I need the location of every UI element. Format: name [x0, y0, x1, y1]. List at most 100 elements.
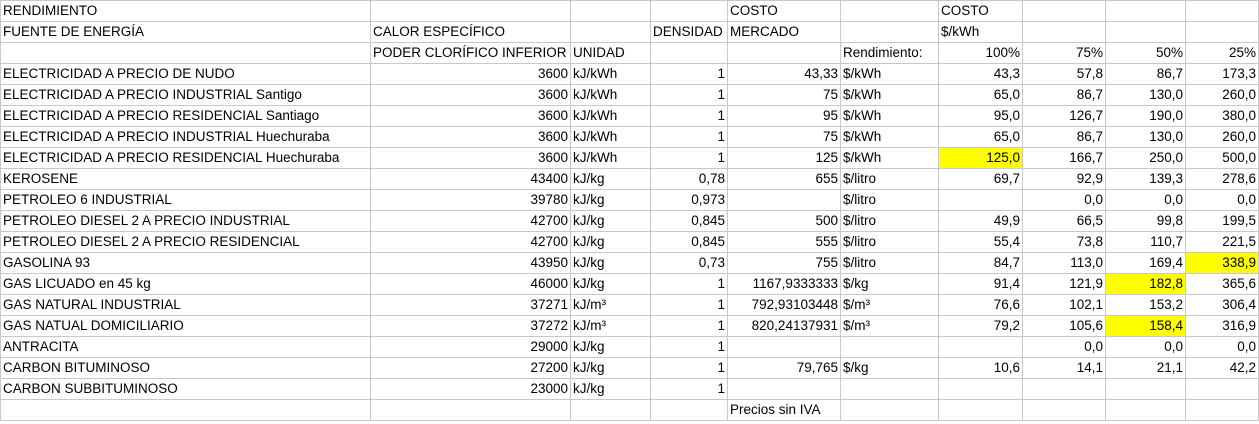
cell: 1	[650, 357, 728, 379]
cell: ELECTRICIDAD A PRECIO RESIDENCIAL Santia…	[0, 105, 371, 127]
cell: 1	[650, 336, 728, 358]
cell: 190,0	[1105, 105, 1186, 127]
cell: CARBON SUBBITUMINOSO	[0, 378, 371, 400]
cell: $/kWh	[840, 105, 939, 127]
cell: 166,7	[1022, 147, 1106, 169]
cell: 65,0	[938, 84, 1023, 106]
cell: 43950	[370, 252, 571, 274]
cell: kJ/kWh	[570, 147, 651, 169]
cell: 50%	[1105, 42, 1186, 64]
cell: 29000	[370, 336, 571, 358]
cell: CALOR ESPECÍFICO	[370, 21, 571, 43]
cell: $/kWh	[840, 84, 939, 106]
cell	[370, 0, 571, 22]
cell: 105,6	[1022, 315, 1106, 337]
cell: 86,7	[1022, 126, 1106, 148]
cell: 3600	[370, 147, 571, 169]
cell	[1105, 0, 1186, 22]
cell: 84,7	[938, 252, 1023, 274]
cell: 110,7	[1105, 231, 1186, 253]
row: ELECTRICIDAD A PRECIO DE NUDO 3600 kJ/kWh 1…	[0, 63, 1259, 85]
cell: 57,8	[1022, 63, 1106, 85]
cell	[1105, 21, 1186, 43]
cell: COSTO	[938, 0, 1023, 22]
cell: 260,0	[1185, 84, 1259, 106]
cell: $/kg	[840, 273, 939, 295]
cell: kJ/kg	[570, 168, 651, 190]
cell: PODER CLORÍFICO INFERIOR	[370, 42, 571, 64]
cell: kJ/m³	[570, 315, 651, 337]
cell: 792,93103448	[727, 294, 841, 316]
cell: GASOLINA 93	[0, 252, 371, 274]
row: CARBON SUBBITUMINOSO 23000 kJ/kg 1	[0, 378, 1259, 400]
cell: 500,0	[1185, 147, 1259, 169]
cell: kJ/kWh	[570, 126, 651, 148]
cell	[1185, 0, 1259, 22]
cell: 79,2	[938, 315, 1023, 337]
cell: 139,3	[1105, 168, 1186, 190]
cell: kJ/kg	[570, 210, 651, 232]
cell: ELECTRICIDAD A PRECIO INDUSTRIAL Santigo	[0, 84, 371, 106]
cell: 820,24137931	[727, 315, 841, 337]
cell: 0,845	[650, 231, 728, 253]
cell: 42,2	[1185, 357, 1259, 379]
cell: 0,0	[1105, 189, 1186, 211]
cell: $/kWh	[840, 147, 939, 169]
cell: 86,7	[1022, 84, 1106, 106]
row: PETROLEO DIESEL 2 A PRECIO RESIDENCIAL 42…	[0, 231, 1259, 253]
cell: 755	[727, 252, 841, 274]
cell: 0,0	[1185, 336, 1259, 358]
cell	[1185, 21, 1259, 43]
cell: 316,9	[1185, 315, 1259, 337]
cell	[727, 189, 841, 211]
cell: 3600	[370, 105, 571, 127]
cell: 0,78	[650, 168, 728, 190]
cell: 221,5	[1185, 231, 1259, 253]
cell: 338,9	[1185, 252, 1259, 274]
cell: 0,0	[1105, 336, 1186, 358]
cell: 306,4	[1185, 294, 1259, 316]
cell: 1	[650, 63, 728, 85]
cell	[650, 399, 728, 421]
cell: Precios sin IVA	[727, 399, 841, 421]
cell	[840, 21, 939, 43]
row: RENDIMIENTO COSTO COSTO	[0, 0, 1259, 22]
cell	[650, 42, 728, 64]
cell: kJ/kg	[570, 231, 651, 253]
cell: 169,4	[1105, 252, 1186, 274]
cell: kJ/kWh	[570, 105, 651, 127]
cell: $/litro	[840, 168, 939, 190]
row: ELECTRICIDAD A PRECIO RESIDENCIAL Santia…	[0, 105, 1259, 127]
cell: 0,0	[1185, 189, 1259, 211]
cell: ELECTRICIDAD A PRECIO RESIDENCIAL Huechu…	[0, 147, 371, 169]
cell: 0,73	[650, 252, 728, 274]
cell: 95,0	[938, 105, 1023, 127]
cell	[727, 336, 841, 358]
row: KEROSENE 43400 kJ/kg 0,78 655 $/litro 69,7 92,9…	[0, 168, 1259, 190]
cell	[0, 42, 371, 64]
cell	[1185, 399, 1259, 421]
cell: kJ/kg	[570, 357, 651, 379]
cell: 1	[650, 315, 728, 337]
row: GAS LICUADO en 45 kg 46000 kJ/kg 1 1167,9333…	[0, 273, 1259, 295]
cell	[1022, 21, 1106, 43]
cell: 153,2	[1105, 294, 1186, 316]
cell	[1105, 399, 1186, 421]
cell: MERCADO	[727, 21, 841, 43]
cell: ANTRACITA	[0, 336, 371, 358]
cell: 3600	[370, 126, 571, 148]
cell: UNIDAD	[570, 42, 651, 64]
cell: 66,5	[1022, 210, 1106, 232]
row: GAS NATUAL DOMICILIARIO 37272 kJ/m³ 1 820,24…	[0, 315, 1259, 337]
cell: 79,765	[727, 357, 841, 379]
cell: 182,8	[1105, 273, 1186, 295]
cell: 69,7	[938, 168, 1023, 190]
cell: 43,3	[938, 63, 1023, 85]
cell: $/kWh	[840, 126, 939, 148]
row: FUENTE DE ENERGÍA CALOR ESPECÍFICO DENSIDA…	[0, 21, 1259, 43]
cell: 27200	[370, 357, 571, 379]
cell	[1022, 399, 1106, 421]
cell: COSTO	[727, 0, 841, 22]
